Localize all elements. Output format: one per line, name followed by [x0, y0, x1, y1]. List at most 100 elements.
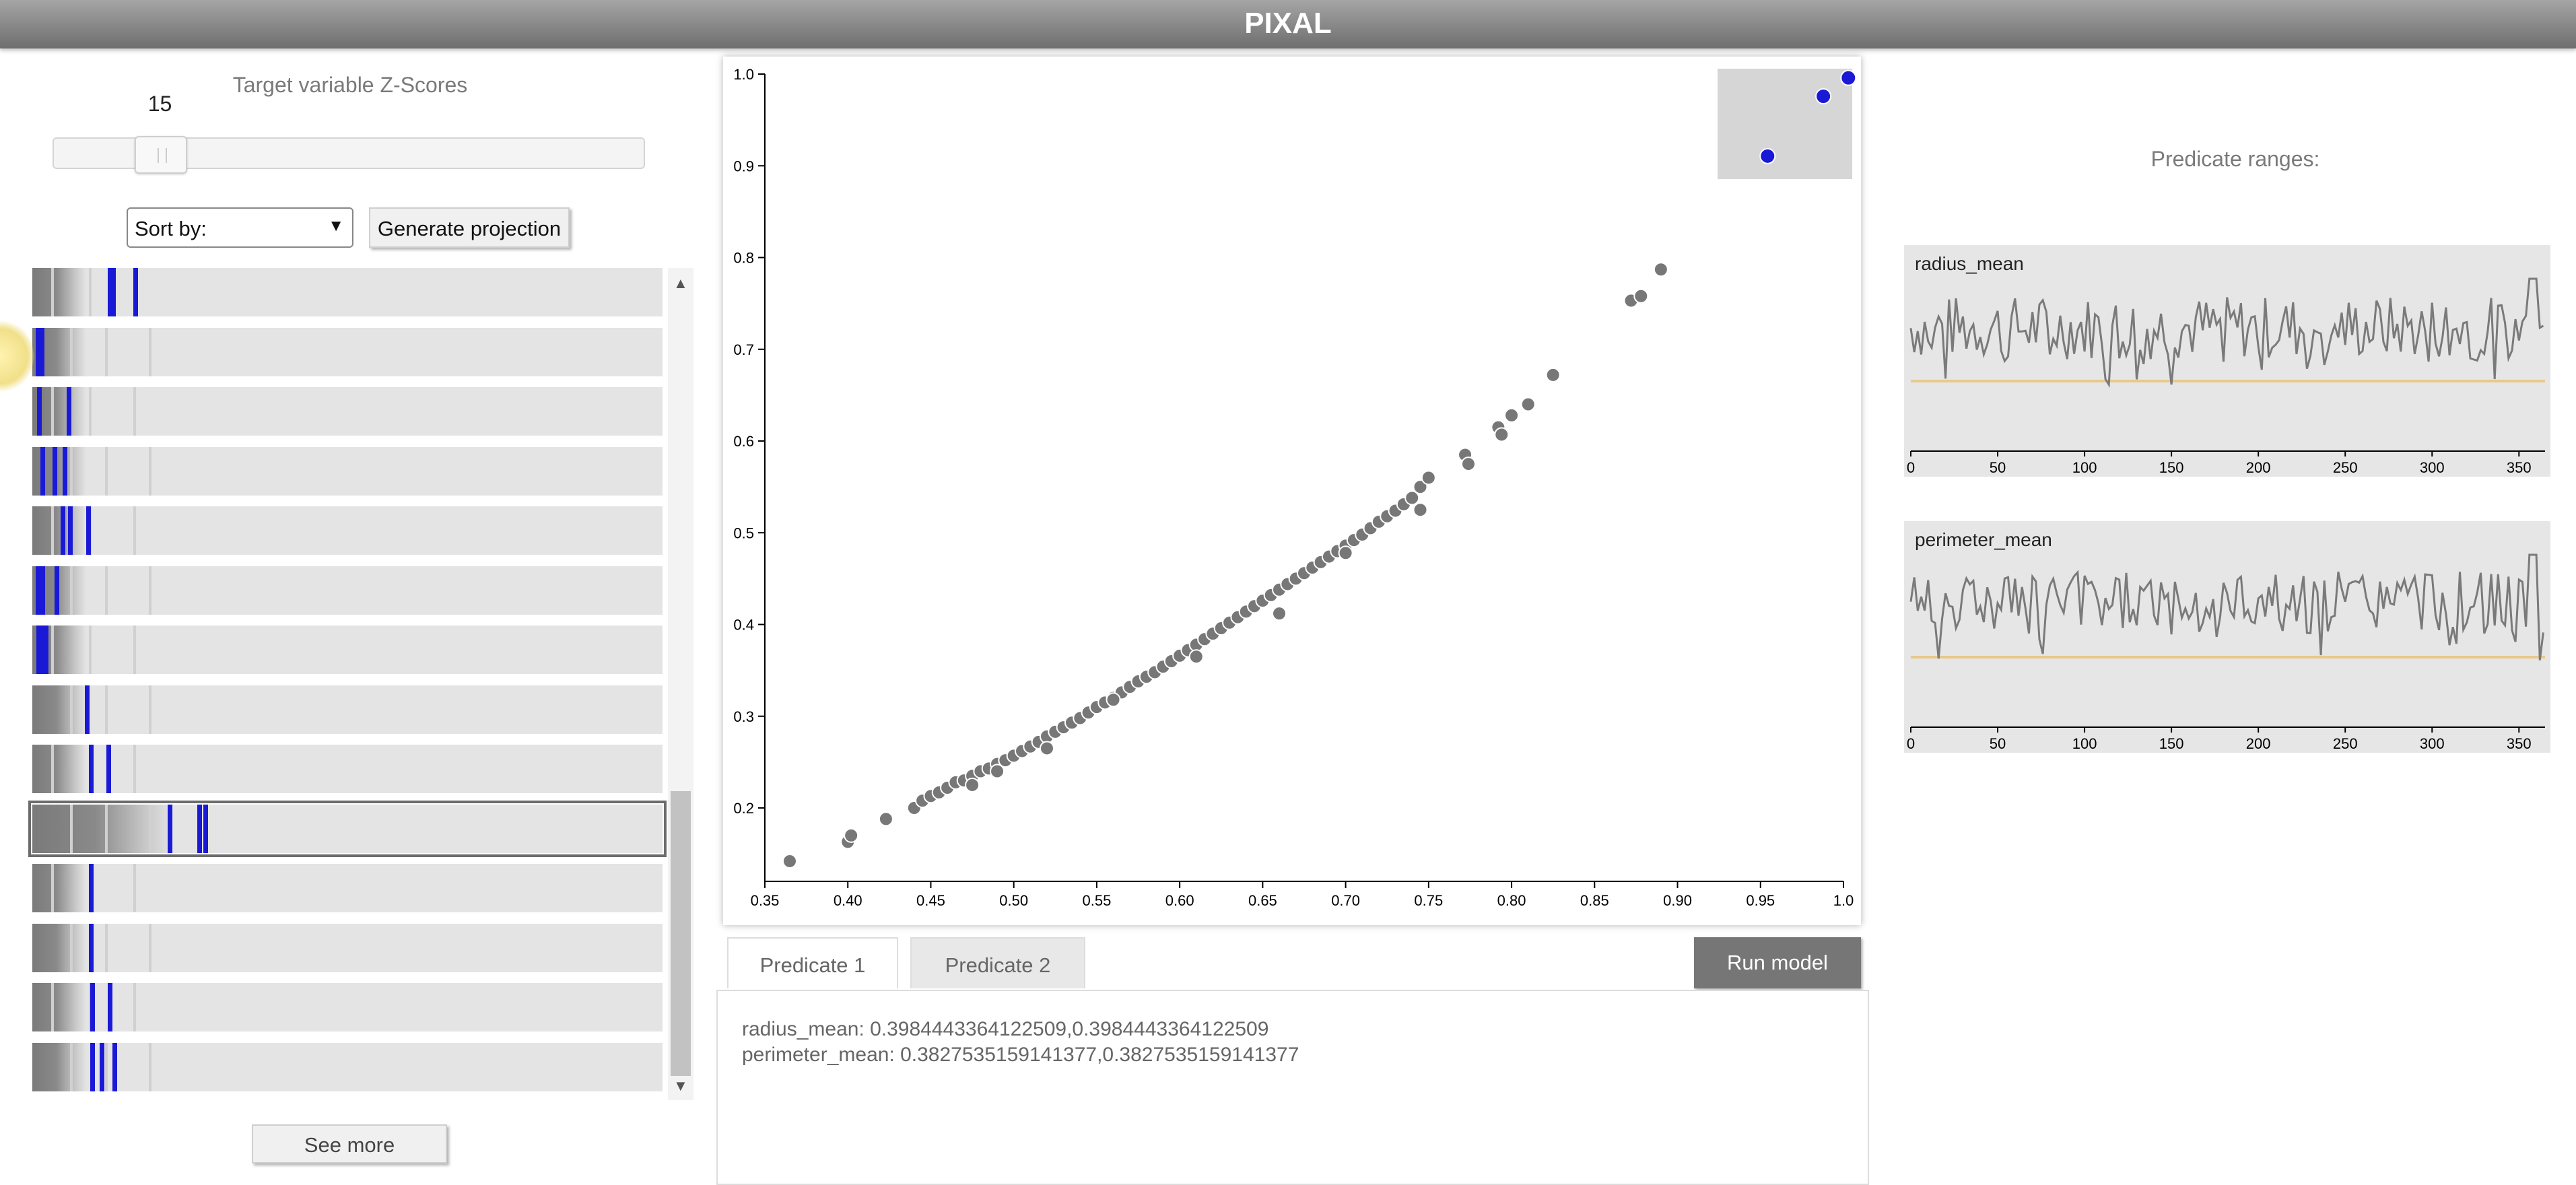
selected-value-line	[40, 566, 46, 615]
y-tick-label: 0.9	[733, 158, 754, 174]
feature-strip[interactable]	[32, 446, 663, 496]
range-chart-svg[interactable]: 0 50 100 150 200 250 300 350	[1904, 521, 2550, 764]
x-tick-label: 0.95	[1746, 892, 1775, 909]
distribution-tick	[149, 1042, 152, 1091]
selected-value-line	[62, 446, 67, 496]
predicate-line-radius: radius_mean: 0.3984443364122509,0.398444…	[742, 1018, 1269, 1040]
y-tick-label: 0.7	[733, 341, 754, 358]
scrollbar-thumb[interactable]	[671, 791, 691, 1076]
tab-predicate-2[interactable]: Predicate 2	[910, 937, 1085, 988]
selected-value-line	[86, 506, 91, 555]
generate-projection-button[interactable]: Generate projection	[369, 207, 570, 248]
sort-select[interactable]: Sort by: ▼	[127, 207, 353, 248]
selected-value-line	[89, 923, 94, 972]
selected-value-line	[40, 327, 45, 376]
density-gradient	[32, 983, 86, 1031]
selected-value-line	[111, 268, 116, 316]
data-point	[1653, 262, 1668, 277]
distribution-tick	[89, 387, 92, 436]
range-chart-radius-mean[interactable]: 0 50 100 150 200 250 300 350 radius_mean	[1904, 245, 2550, 487]
feature-strip[interactable]	[28, 800, 667, 857]
selected-value-line	[108, 983, 113, 1031]
y-tick-label: 0.8	[733, 250, 754, 267]
distribution-tick	[149, 566, 152, 615]
data-point	[1520, 397, 1536, 412]
selected-value-line	[84, 685, 90, 734]
selected-value-line	[36, 625, 41, 674]
x-tick-label: 0.80	[1497, 892, 1526, 909]
density-gradient	[32, 685, 86, 734]
distribution-tick	[104, 327, 108, 376]
distribution-tick	[70, 923, 73, 972]
scatter-chart[interactable]: 0.35 0.40 0.45 0.50 0.55 0.60 0.65 0.70 0.75 0.80…	[723, 57, 1861, 925]
data-point	[1545, 367, 1561, 382]
selected-value-line	[168, 804, 173, 853]
data-point	[1188, 649, 1204, 665]
scroll-down-icon[interactable]: ▼	[673, 1077, 688, 1094]
slider-value: 15	[147, 92, 172, 116]
selected-value-line	[35, 327, 40, 376]
distribution-tick	[89, 625, 92, 674]
projection-plot[interactable]: 0.35 0.40 0.45 0.50 0.55 0.60 0.65 0.70 0.75 0.80…	[723, 57, 1861, 925]
distribution-tick	[51, 268, 55, 316]
data-point	[1338, 545, 1353, 561]
predicate-line-perimeter: perimeter_mean: 0.3827535159141377,0.382…	[742, 1044, 1299, 1066]
feature-strip[interactable]	[32, 1042, 663, 1091]
feature-strip[interactable]	[32, 566, 663, 615]
see-more-button[interactable]: See more	[252, 1124, 447, 1163]
highlighted-point	[1840, 69, 1857, 86]
distribution-tick	[133, 625, 136, 674]
x-tick-label: 100	[2072, 735, 2097, 752]
x-tick-label: 0.50	[999, 892, 1028, 909]
x-tick-label: 0.85	[1580, 892, 1609, 909]
selected-value-line	[43, 625, 48, 674]
run-model-button[interactable]: Run model	[1694, 937, 1861, 988]
feature-strip[interactable]	[32, 506, 663, 555]
feature-strip[interactable]	[32, 864, 663, 912]
selected-value-line	[89, 864, 94, 912]
selected-value-line	[203, 804, 208, 853]
feature-strip[interactable]	[32, 268, 663, 316]
feature-strip[interactable]	[32, 685, 663, 734]
y-tick-label: 0.3	[733, 708, 754, 725]
density-gradient	[32, 506, 86, 555]
value-line	[1909, 553, 2544, 661]
feature-strip[interactable]	[32, 983, 663, 1031]
slider-handle[interactable]	[135, 136, 187, 174]
data-point	[844, 827, 859, 843]
range-chart-perimeter-mean[interactable]: 0 50 100 150 200 250 300 350 perimeter_mean	[1904, 521, 2550, 764]
distribution-tick	[133, 745, 136, 793]
range-chart-svg[interactable]: 0 50 100 150 200 250 300 350	[1904, 245, 2550, 487]
sort-select-label: Sort by:	[135, 217, 207, 240]
density-gradient	[32, 923, 86, 972]
data-point	[1421, 470, 1436, 485]
x-tick-label: 250	[2333, 735, 2358, 752]
distribution-tick	[51, 983, 55, 1031]
scroll-up-icon[interactable]: ▲	[673, 275, 688, 292]
x-tick-label: 0.55	[1083, 892, 1112, 909]
distribution-tick	[104, 804, 108, 853]
cursor-highlight	[0, 319, 34, 393]
selected-value-line	[100, 1042, 105, 1091]
zscore-slider[interactable]	[53, 136, 645, 174]
feature-strip[interactable]	[32, 745, 663, 793]
feature-strip[interactable]	[32, 923, 663, 972]
feature-strip[interactable]	[32, 327, 663, 376]
data-point	[1460, 456, 1476, 472]
highlighted-point	[1759, 147, 1776, 164]
strip-list-scrollbar[interactable]: ▲ ▼	[668, 268, 693, 1100]
x-tick-label: 300	[2420, 459, 2445, 476]
x-tick-label: 0	[1907, 735, 1915, 752]
selected-value-line	[54, 566, 59, 615]
feature-strip[interactable]	[32, 625, 663, 674]
tab-predicate-1[interactable]: Predicate 1	[727, 937, 898, 988]
distribution-tick	[133, 983, 136, 1031]
x-tick-label: 1.0	[1833, 892, 1854, 909]
x-tick-label: 0.70	[1331, 892, 1360, 909]
y-tick-label: 0.5	[733, 524, 754, 541]
data-point	[990, 764, 1005, 779]
feature-strip[interactable]	[32, 387, 663, 436]
y-tick-label: 0.2	[733, 800, 754, 817]
selected-value-line	[40, 446, 46, 496]
distribution-tick	[104, 446, 108, 496]
